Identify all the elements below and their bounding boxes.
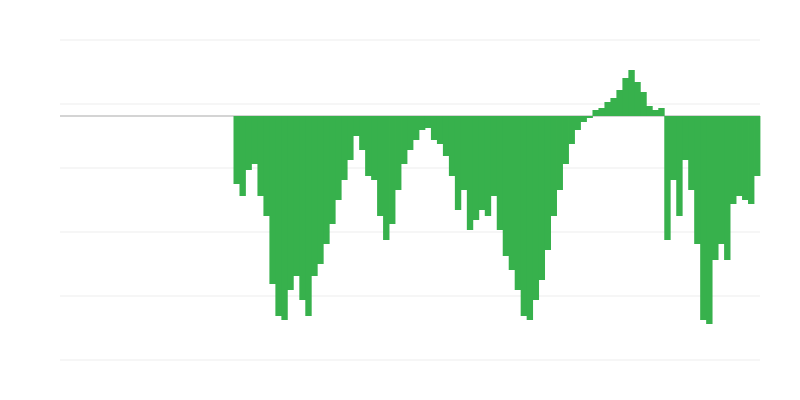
bar [598,108,605,116]
bar [580,116,587,122]
bar [646,106,653,116]
bar [640,92,647,116]
bar [748,116,755,204]
bar [407,116,414,150]
bar [305,116,312,316]
bar [311,116,318,276]
bar [724,116,731,260]
bar [401,116,408,164]
bar [520,116,528,316]
bar [472,116,480,220]
bar [466,116,474,230]
bar [730,116,737,204]
bar [287,116,294,290]
bar [556,116,563,190]
bar [676,116,683,216]
bar [389,116,396,224]
bar [532,116,540,300]
bar [622,78,629,116]
bar [448,116,456,176]
bar [754,116,761,176]
bar [694,116,701,244]
bar [628,70,635,116]
bar [688,116,695,190]
bar [424,116,432,128]
bar [670,116,677,180]
bar [736,116,743,196]
bar [490,116,498,196]
bar [233,116,240,184]
bar [568,116,575,144]
bar [275,116,282,316]
bar [454,116,462,210]
bar [281,116,288,320]
bar [245,116,252,170]
bar [257,116,264,196]
bar [317,116,324,264]
bar [442,116,450,156]
bar [335,116,342,200]
bar [478,116,486,210]
bar [652,110,659,116]
bar [706,116,713,324]
bar [700,116,707,320]
bar [299,116,306,300]
bar [251,116,258,164]
bar [664,116,671,240]
bar [586,116,593,118]
bar [460,116,468,190]
bar [574,116,581,130]
bar [592,110,599,116]
bar [526,116,534,320]
bar [544,116,551,250]
bar [718,116,725,244]
bar [239,116,246,196]
bar [371,116,378,180]
bar [418,116,426,130]
bar [347,116,354,160]
bar [377,116,384,216]
bar [634,82,641,116]
bar [484,116,492,216]
bar [616,90,623,116]
bar [341,116,348,180]
bar [496,116,504,230]
bar [395,116,402,190]
bar [514,116,522,290]
bar [323,116,330,244]
bar [550,116,557,216]
bar [502,116,510,256]
bar [359,116,366,150]
bar [436,116,444,144]
bar [508,116,516,270]
bar [430,116,438,140]
bar [412,116,420,140]
bar [263,116,270,216]
bar [742,116,749,200]
bar [658,108,665,116]
bar [610,98,617,116]
bar [682,116,689,160]
bar [604,102,611,116]
bar [353,116,360,136]
bar [712,116,719,260]
bar [562,116,569,164]
bar [293,116,300,276]
bar [269,116,276,284]
bar [329,116,336,224]
bar [365,116,372,176]
bar [538,116,546,280]
bar [383,116,390,240]
